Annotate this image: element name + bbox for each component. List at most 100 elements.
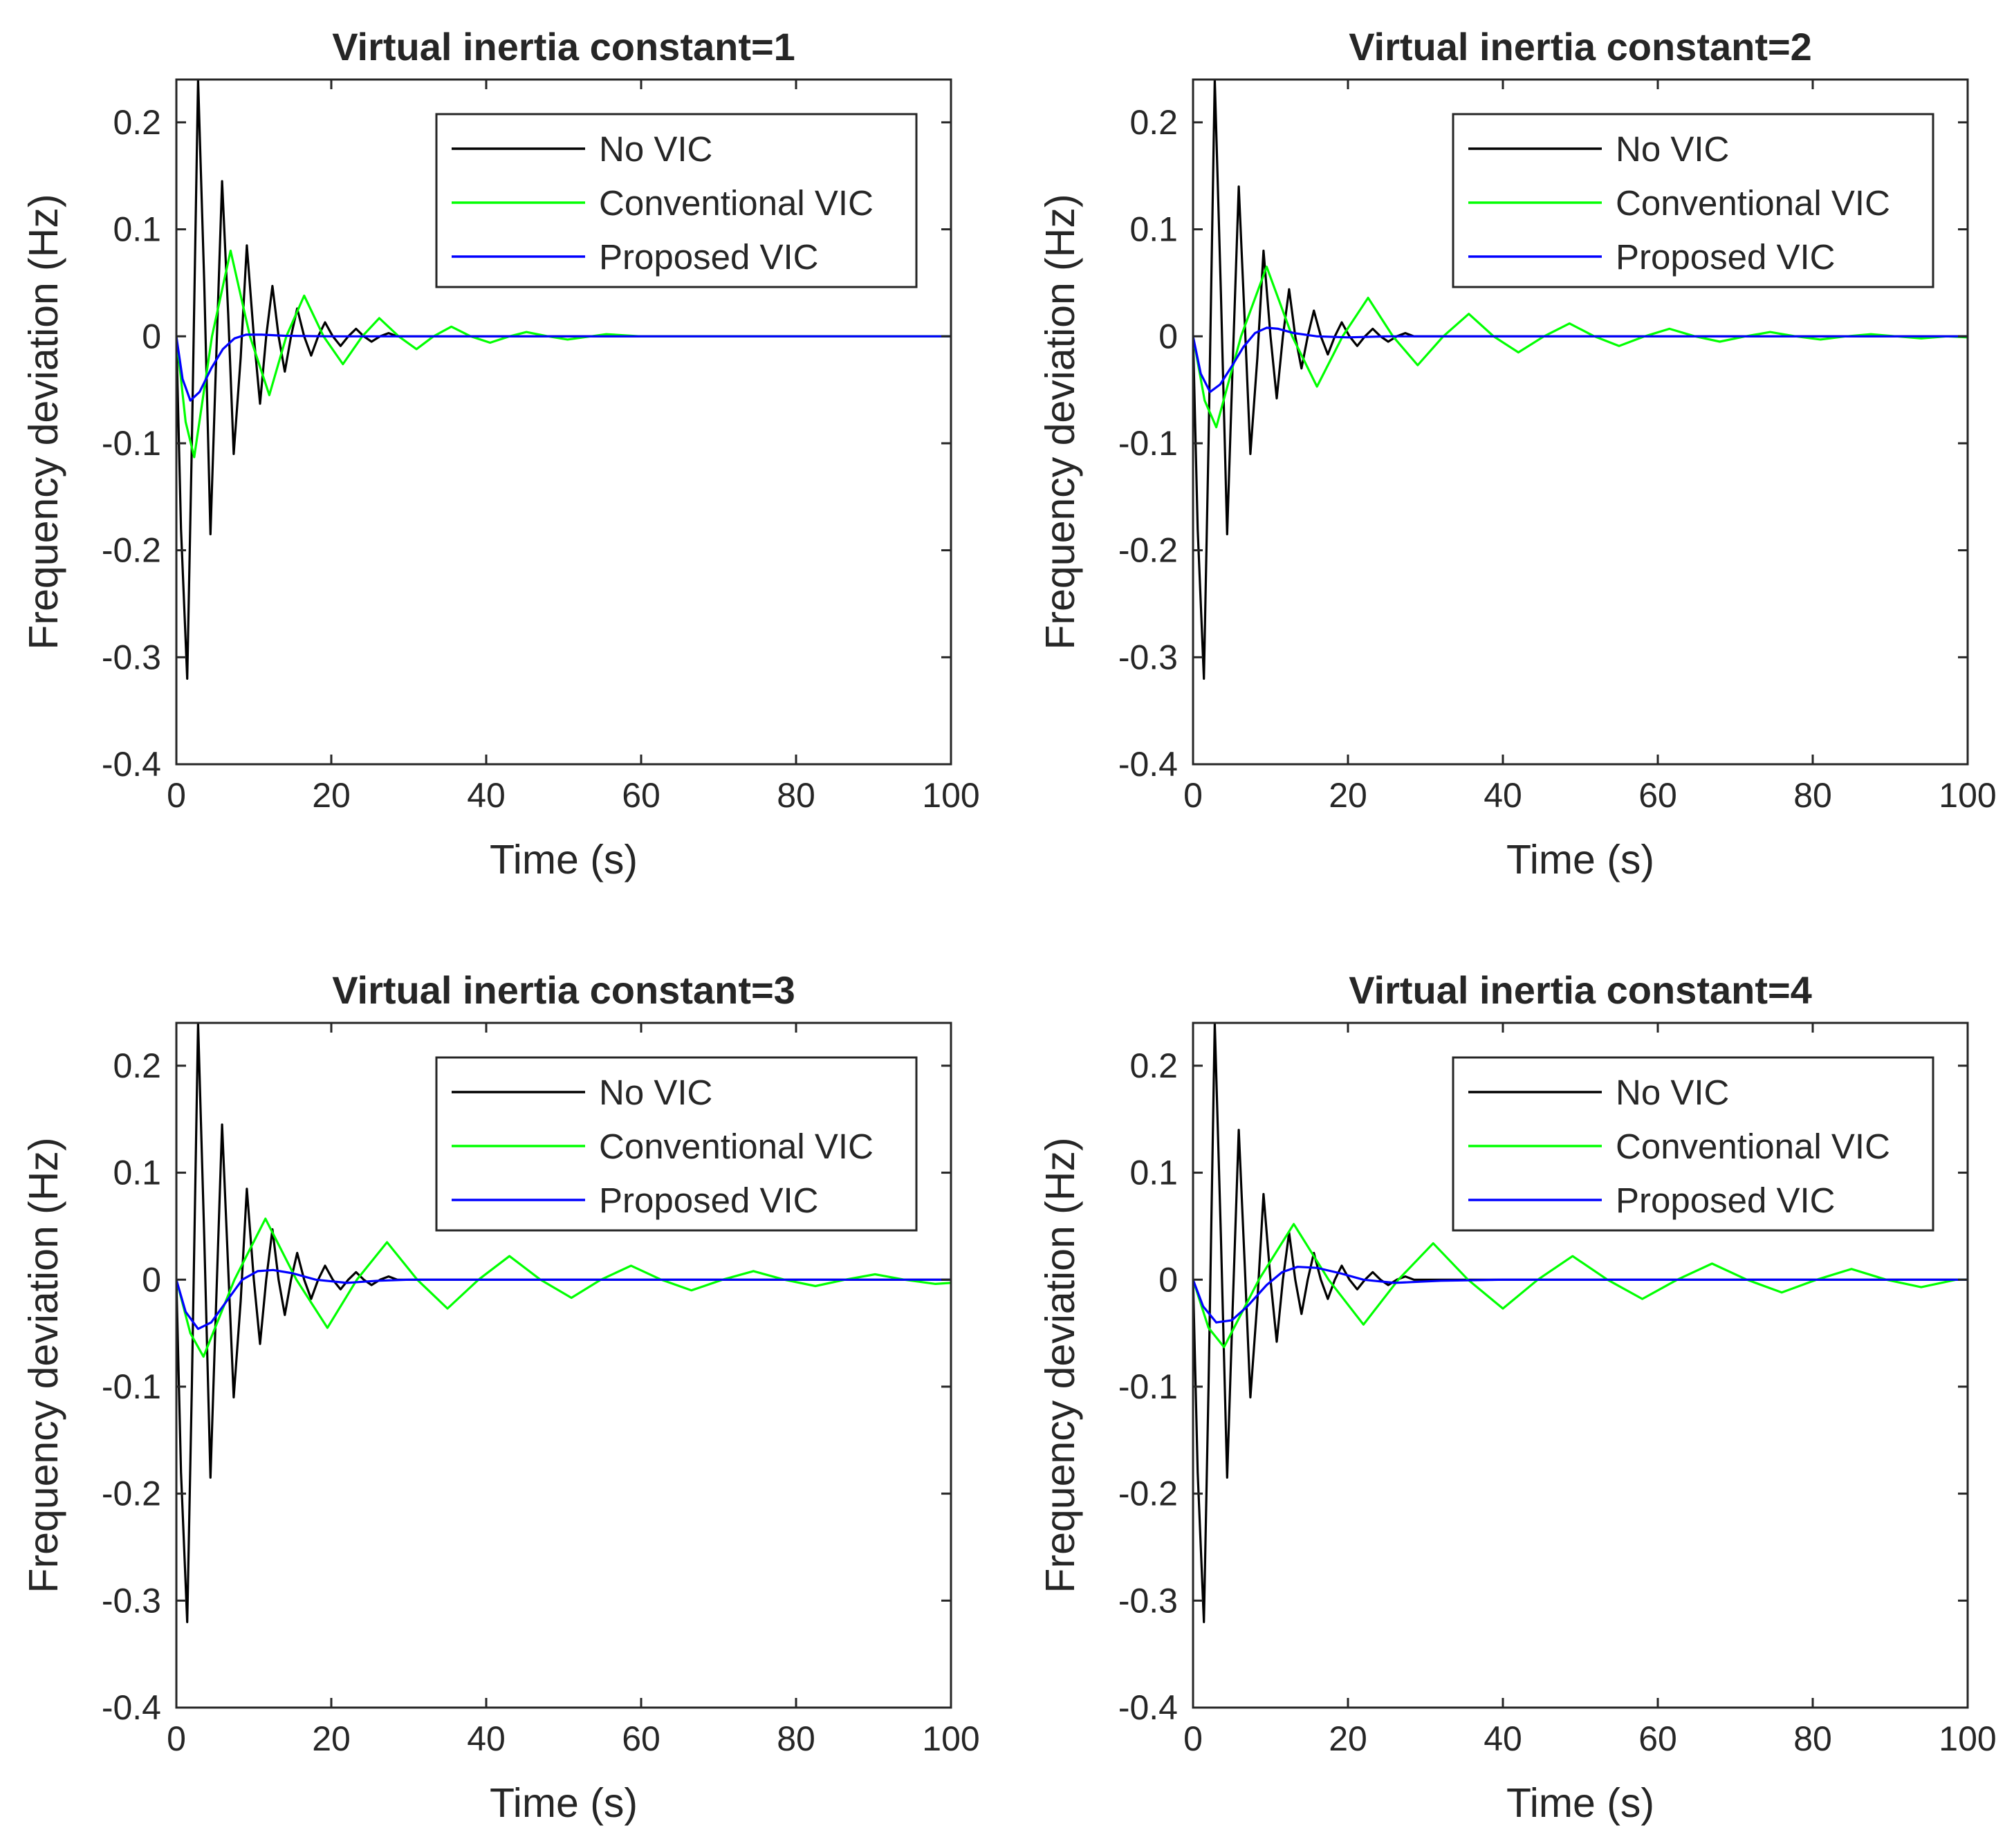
x-tick-label: 80 [777, 776, 815, 815]
y-tick-label: -0.2 [1118, 1475, 1178, 1513]
series-line-proposed-vic [1193, 326, 1968, 394]
legend-box [435, 113, 918, 288]
axes-box [1192, 1022, 1969, 1709]
x-tick-label: 80 [777, 1719, 815, 1758]
x-tick-label: 100 [1939, 1719, 1996, 1758]
y-tick-label: -0.1 [1118, 1367, 1178, 1406]
x-tick-label: 80 [1793, 776, 1832, 815]
chart-title: Virtual inertia constant=1 [332, 25, 795, 68]
x-tick-label: 40 [467, 1719, 506, 1758]
y-tick-label: 0 [142, 317, 161, 355]
series-group [176, 1023, 951, 1623]
legend-label: Conventional VIC [599, 1127, 874, 1166]
series-group [1193, 1023, 1968, 1623]
y-tick-label: -0.1 [102, 1367, 161, 1406]
x-tick-label: 60 [1638, 776, 1677, 815]
y-tick-label: 0 [1158, 1260, 1178, 1299]
x-tick-label: 20 [312, 1719, 351, 1758]
y-tick-label: 0.1 [1129, 1154, 1178, 1192]
x-tick-label: 60 [622, 776, 660, 815]
legend-label: Proposed VIC [1616, 237, 1836, 277]
axes-box [1192, 78, 1969, 766]
y-tick-label: 0.1 [113, 1154, 161, 1192]
x-tick-label: 40 [467, 776, 506, 815]
y-tick-label: 0 [142, 1260, 161, 1299]
legend-label: Proposed VIC [1616, 1181, 1836, 1220]
y-tick-label: -0.3 [102, 638, 161, 676]
x-tick-label: 80 [1793, 1719, 1832, 1758]
series-group [1193, 80, 1968, 680]
legend-label: No VIC [1616, 1073, 1729, 1112]
y-tick-label: 0.2 [1129, 1046, 1178, 1085]
legend-label: No VIC [599, 129, 712, 169]
y-tick-label: -0.2 [1118, 531, 1178, 570]
x-tick-label: 20 [1329, 1719, 1367, 1758]
x-tick-label: 40 [1484, 1719, 1522, 1758]
y-tick-label: 0.1 [1129, 210, 1178, 249]
axes-box [175, 78, 952, 766]
legend-label: Conventional VIC [1616, 1127, 1890, 1166]
y-tick-label: 0.2 [1129, 103, 1178, 142]
legend: No VIC Conventional VIC Proposed VIC [435, 113, 918, 288]
legend-label: Conventional VIC [599, 183, 874, 223]
legend-label: Conventional VIC [1616, 183, 1890, 223]
y-tick-label: -0.4 [1118, 1688, 1178, 1727]
chart-title: Virtual inertia constant=3 [332, 968, 795, 1012]
y-tick-label: -0.3 [1118, 1581, 1178, 1620]
y-tick-label: -0.2 [102, 1475, 161, 1513]
chart-panel-1: 0 20 40 60 80 100 -0.4 -0.3 -0.2 -0.1 0 0.1 0.2 Virtu… [21, 25, 980, 883]
y-tick-label: -0.4 [102, 745, 161, 784]
y-tick-label: 0 [1158, 317, 1178, 355]
y-axis-label: Frequency deviation (Hz) [1037, 1137, 1083, 1593]
x-axis-label: Time (s) [1506, 1780, 1654, 1826]
y-tick-label: -0.2 [102, 531, 161, 570]
legend-label: No VIC [599, 1073, 712, 1112]
y-tick-label: 0.2 [113, 103, 161, 142]
x-tick-label: 60 [622, 1719, 660, 1758]
series-line-conventional-vic [176, 1217, 951, 1358]
chart-title: Virtual inertia constant=2 [1349, 25, 1812, 68]
axes-box [175, 1022, 952, 1709]
y-tick-label: 0.1 [113, 210, 161, 249]
y-axis-label: Frequency deviation (Hz) [21, 194, 66, 649]
x-axis-label: Time (s) [1506, 837, 1654, 883]
x-tick-label: 20 [1329, 776, 1367, 815]
x-tick-label: 0 [167, 776, 186, 815]
x-tick-label: 40 [1484, 776, 1522, 815]
y-tick-label: -0.4 [1118, 745, 1178, 784]
chart-panel-4: 0 20 40 60 80 100 -0.4 -0.3 -0.2 -0.1 0 0.1 0.2 Virtu… [1037, 968, 1997, 1826]
y-tick-label: -0.4 [102, 1688, 161, 1727]
y-tick-label: -0.1 [1118, 424, 1178, 463]
legend-box [1452, 1056, 1934, 1232]
legend: No VIC Conventional VIC Proposed VIC [435, 1056, 918, 1232]
x-tick-label: 60 [1638, 1719, 1677, 1758]
y-tick-label: 0.2 [113, 1046, 161, 1085]
legend: No VIC Conventional VIC Proposed VIC [1452, 113, 1934, 288]
y-axis-label: Frequency deviation (Hz) [1037, 194, 1083, 649]
series-line-proposed-vic [1193, 1266, 1968, 1324]
legend-label: Proposed VIC [599, 1181, 819, 1220]
chart-panel-2: 0 20 40 60 80 100 -0.4 -0.3 -0.2 -0.1 0 0.1 0.2 Virtu… [1037, 25, 1997, 883]
legend: No VIC Conventional VIC Proposed VIC [1452, 1056, 1934, 1232]
x-tick-label: 0 [167, 1719, 186, 1758]
legend-box [1452, 113, 1934, 288]
y-axis-label: Frequency deviation (Hz) [21, 1137, 66, 1593]
x-tick-label: 100 [922, 776, 979, 815]
series-line-proposed-vic [176, 1268, 951, 1331]
chart-title: Virtual inertia constant=4 [1349, 968, 1812, 1012]
y-tick-label: -0.1 [102, 424, 161, 463]
legend-label: No VIC [1616, 129, 1729, 169]
legend-label: Proposed VIC [599, 237, 819, 277]
y-tick-label: -0.3 [102, 1581, 161, 1620]
legend-box [435, 1056, 918, 1232]
y-tick-label: -0.3 [1118, 638, 1178, 676]
x-axis-label: Time (s) [490, 1780, 638, 1826]
x-tick-label: 100 [1939, 776, 1996, 815]
x-tick-label: 0 [1183, 1719, 1203, 1758]
x-tick-label: 100 [922, 1719, 979, 1758]
x-axis-label: Time (s) [490, 837, 638, 883]
series-line-proposed-vic [176, 333, 951, 402]
x-tick-label: 20 [312, 776, 351, 815]
x-tick-label: 0 [1183, 776, 1203, 815]
